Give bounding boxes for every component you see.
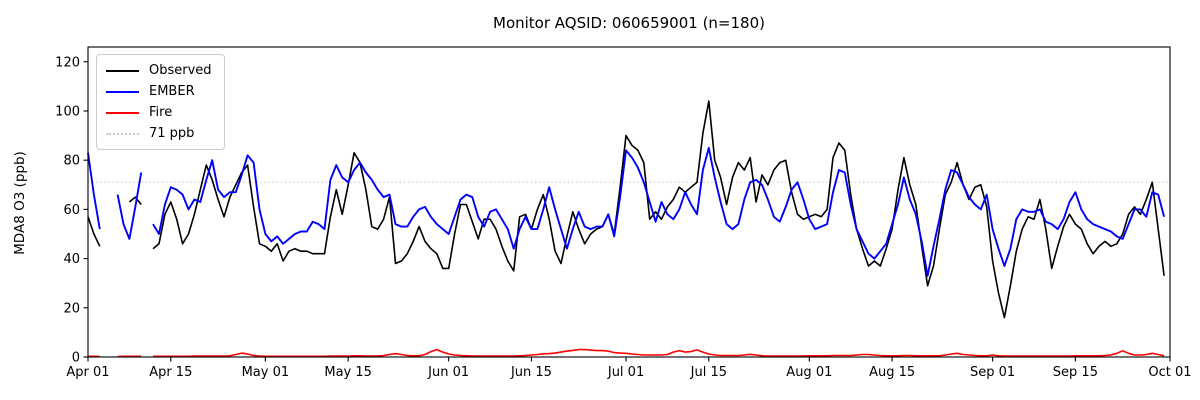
x-tick-label: Aug 15 [869,365,915,380]
legend-label: EMBER [149,84,195,99]
legend-swatch-line [106,90,139,93]
legend-item-ember: EMBER [106,81,212,102]
axes-frame [87,46,1171,358]
y-tick-label: 100 [55,104,80,119]
x-tick-label: Sep 01 [970,365,1015,380]
x-tick-label: Sep 15 [1053,365,1098,380]
y-tick-label: 120 [55,55,80,70]
series-line-ember [87,146,1166,277]
legend-item-fire: Fire [106,102,212,123]
x-tick-label: Apr 01 [66,365,109,380]
x-tick-label: May 15 [324,365,372,380]
series-line-fire [88,348,1165,358]
chart-title: Monitor AQSID: 060659001 (n=180) [493,14,765,32]
legend-label: Observed [149,63,212,78]
y-tick-label: 60 [63,203,80,218]
x-tick-label: Jul 15 [690,365,727,380]
x-tick-label: Aug 01 [786,365,832,380]
legend-swatch-line [106,111,139,114]
x-tick-label: Oct 01 [1148,365,1191,380]
legend-item-71-ppb: 71 ppb [106,123,212,144]
y-tick-label: 20 [63,301,80,316]
legend-label: Fire [149,105,173,120]
legend-swatch-line [106,132,139,135]
series-line-observed [87,100,1165,319]
y-tick-label: 0 [72,351,80,366]
legend: Observed EMBER Fire 71 ppb [96,54,225,150]
legend-item-observed: Observed [106,60,212,81]
legend-swatch-line [106,69,139,72]
x-tick-label: Jul 01 [607,365,644,380]
x-tick-label: Jun 01 [427,365,469,380]
legend-label: 71 ppb [149,126,195,141]
x-tick-label: Apr 15 [149,365,192,380]
y-tick-label: 80 [63,154,80,169]
x-tick-label: Jun 15 [510,365,552,380]
x-tick-label: May 01 [242,365,290,380]
y-tick-label: 40 [63,252,80,267]
